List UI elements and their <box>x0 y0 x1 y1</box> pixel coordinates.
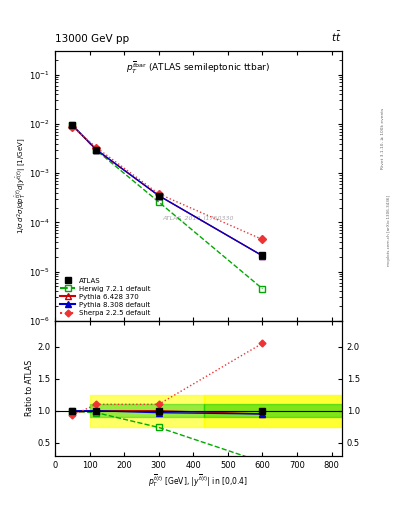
X-axis label: $p^{\overline{t}(t)}_{T}$ [GeV], $|y^{\overline{t}(t)}|$ in [0,0.4]: $p^{\overline{t}(t)}_{T}$ [GeV], $|y^{\o… <box>149 472 248 489</box>
Text: $t\bar{t}$: $t\bar{t}$ <box>331 29 342 44</box>
Text: $p_T^{\overline{t}\mathrm{bar}}$ (ATLAS semileptonic ttbar): $p_T^{\overline{t}\mathrm{bar}}$ (ATLAS … <box>127 59 270 76</box>
Text: ATLAS_2019_I1750330: ATLAS_2019_I1750330 <box>163 216 234 221</box>
Y-axis label: Ratio to ATLAS: Ratio to ATLAS <box>25 360 34 416</box>
Text: 13000 GeV pp: 13000 GeV pp <box>55 33 129 44</box>
Y-axis label: $1/\sigma\,d^{2}\sigma/dp_{T}^{\bar{t}(t)}d|y^{\bar{t}(t)}|$ [1/GeV]: $1/\sigma\,d^{2}\sigma/dp_{T}^{\bar{t}(t… <box>13 138 28 234</box>
Text: Rivet 3.1.10, ≥ 100k events: Rivet 3.1.10, ≥ 100k events <box>381 108 385 169</box>
Legend: ATLAS, Herwig 7.2.1 default, Pythia 6.428 370, Pythia 8.308 default, Sherpa 2.2.: ATLAS, Herwig 7.2.1 default, Pythia 6.42… <box>59 276 152 317</box>
Text: mcplots.cern.ch [arXiv:1306.3436]: mcplots.cern.ch [arXiv:1306.3436] <box>387 195 391 266</box>
